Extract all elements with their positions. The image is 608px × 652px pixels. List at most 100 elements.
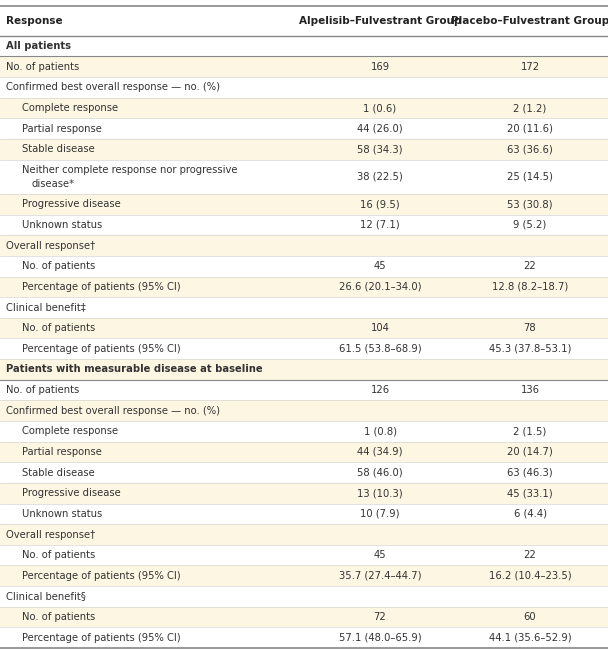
Text: Percentage of patients (95% CI): Percentage of patients (95% CI) <box>22 282 181 292</box>
Text: disease*: disease* <box>32 179 75 189</box>
Bar <box>0 139 608 160</box>
Bar <box>0 607 608 627</box>
Text: 63 (36.6): 63 (36.6) <box>507 144 553 155</box>
Text: 12.8 (8.2–18.7): 12.8 (8.2–18.7) <box>492 282 568 292</box>
Text: 16 (9.5): 16 (9.5) <box>360 200 400 209</box>
Text: Progressive disease: Progressive disease <box>22 488 121 498</box>
Text: Response: Response <box>6 16 63 26</box>
Text: Overall response†: Overall response† <box>6 241 95 250</box>
Text: 22: 22 <box>523 261 536 271</box>
Text: No. of patients: No. of patients <box>22 550 95 560</box>
Text: 20 (11.6): 20 (11.6) <box>507 124 553 134</box>
Text: 44.1 (35.6–52.9): 44.1 (35.6–52.9) <box>489 632 572 643</box>
Text: All patients: All patients <box>6 41 71 51</box>
Text: 22: 22 <box>523 550 536 560</box>
Text: Percentage of patients (95% CI): Percentage of patients (95% CI) <box>22 570 181 581</box>
Text: Unknown status: Unknown status <box>22 509 102 519</box>
Text: Overall response†: Overall response† <box>6 529 95 539</box>
Text: No. of patients: No. of patients <box>22 323 95 333</box>
Text: 2 (1.5): 2 (1.5) <box>513 426 547 436</box>
Text: 1 (0.8): 1 (0.8) <box>364 426 396 436</box>
Bar <box>0 627 608 648</box>
Bar <box>0 235 608 256</box>
Text: 45: 45 <box>374 261 386 271</box>
Text: 58 (46.0): 58 (46.0) <box>357 467 403 478</box>
Text: 2 (1.2): 2 (1.2) <box>513 103 547 113</box>
Text: 45: 45 <box>374 550 386 560</box>
Bar <box>0 503 608 524</box>
Bar <box>0 524 608 545</box>
Bar <box>0 338 608 359</box>
Bar <box>0 462 608 483</box>
Bar <box>0 6 608 36</box>
Bar <box>0 400 608 421</box>
Bar <box>0 98 608 119</box>
Text: Confirmed best overall response — no. (%): Confirmed best overall response — no. (%… <box>6 406 220 416</box>
Text: Percentage of patients (95% CI): Percentage of patients (95% CI) <box>22 632 181 643</box>
Text: Confirmed best overall response — no. (%): Confirmed best overall response — no. (%… <box>6 82 220 93</box>
Text: Stable disease: Stable disease <box>22 467 95 478</box>
Text: 9 (5.2): 9 (5.2) <box>513 220 547 230</box>
Bar <box>0 119 608 139</box>
Text: 61.5 (53.8–68.9): 61.5 (53.8–68.9) <box>339 344 421 354</box>
Text: 136: 136 <box>520 385 539 395</box>
Bar <box>0 421 608 441</box>
Text: Complete response: Complete response <box>22 103 118 113</box>
Text: No. of patients: No. of patients <box>22 261 95 271</box>
Bar <box>0 256 608 276</box>
Text: Percentage of patients (95% CI): Percentage of patients (95% CI) <box>22 344 181 354</box>
Text: Partial response: Partial response <box>22 124 102 134</box>
Bar <box>0 441 608 462</box>
Bar <box>0 545 608 565</box>
Bar <box>0 318 608 338</box>
Text: 45 (33.1): 45 (33.1) <box>507 488 553 498</box>
Text: 20 (14.7): 20 (14.7) <box>507 447 553 457</box>
Text: 26.6 (20.1–34.0): 26.6 (20.1–34.0) <box>339 282 421 292</box>
Bar <box>0 194 608 215</box>
Bar <box>0 297 608 318</box>
Text: Patients with measurable disease at baseline: Patients with measurable disease at base… <box>6 364 263 374</box>
Text: 78: 78 <box>523 323 536 333</box>
Bar <box>0 483 608 503</box>
Text: 169: 169 <box>370 62 390 72</box>
Text: No. of patients: No. of patients <box>22 612 95 622</box>
Text: 25 (14.5): 25 (14.5) <box>507 172 553 182</box>
Text: Progressive disease: Progressive disease <box>22 200 121 209</box>
Bar <box>0 160 608 194</box>
Text: 44 (34.9): 44 (34.9) <box>358 447 402 457</box>
Text: No. of patients: No. of patients <box>6 385 79 395</box>
Text: Placebo–Fulvestrant Group: Placebo–Fulvestrant Group <box>451 16 608 26</box>
Text: No. of patients: No. of patients <box>6 62 79 72</box>
Bar <box>0 215 608 235</box>
Text: 44 (26.0): 44 (26.0) <box>357 124 403 134</box>
Text: 45.3 (37.8–53.1): 45.3 (37.8–53.1) <box>489 344 571 354</box>
Text: 13 (10.3): 13 (10.3) <box>357 488 403 498</box>
Text: 1 (0.6): 1 (0.6) <box>364 103 396 113</box>
Bar <box>0 379 608 400</box>
Text: 60: 60 <box>523 612 536 622</box>
Text: 63 (46.3): 63 (46.3) <box>507 467 553 478</box>
Text: Partial response: Partial response <box>22 447 102 457</box>
Bar <box>0 36 608 57</box>
Text: 12 (7.1): 12 (7.1) <box>360 220 400 230</box>
Text: Complete response: Complete response <box>22 426 118 436</box>
Bar <box>0 276 608 297</box>
Text: 38 (22.5): 38 (22.5) <box>357 172 403 182</box>
Text: 35.7 (27.4–44.7): 35.7 (27.4–44.7) <box>339 570 421 581</box>
Text: 57.1 (48.0–65.9): 57.1 (48.0–65.9) <box>339 632 421 643</box>
Text: 172: 172 <box>520 62 539 72</box>
Text: 72: 72 <box>374 612 386 622</box>
Bar <box>0 359 608 379</box>
Text: Unknown status: Unknown status <box>22 220 102 230</box>
Text: 53 (30.8): 53 (30.8) <box>507 200 553 209</box>
Text: Clinical benefit‡: Clinical benefit‡ <box>6 303 86 312</box>
Text: 10 (7.9): 10 (7.9) <box>361 509 399 519</box>
Text: Clinical benefit§: Clinical benefit§ <box>6 591 86 601</box>
Bar <box>0 565 608 586</box>
Text: 16.2 (10.4–23.5): 16.2 (10.4–23.5) <box>489 570 572 581</box>
Text: 6 (4.4): 6 (4.4) <box>514 509 547 519</box>
Text: Neither complete response nor progressive: Neither complete response nor progressiv… <box>22 164 238 175</box>
Text: 58 (34.3): 58 (34.3) <box>358 144 402 155</box>
Text: 126: 126 <box>370 385 390 395</box>
Text: Stable disease: Stable disease <box>22 144 95 155</box>
